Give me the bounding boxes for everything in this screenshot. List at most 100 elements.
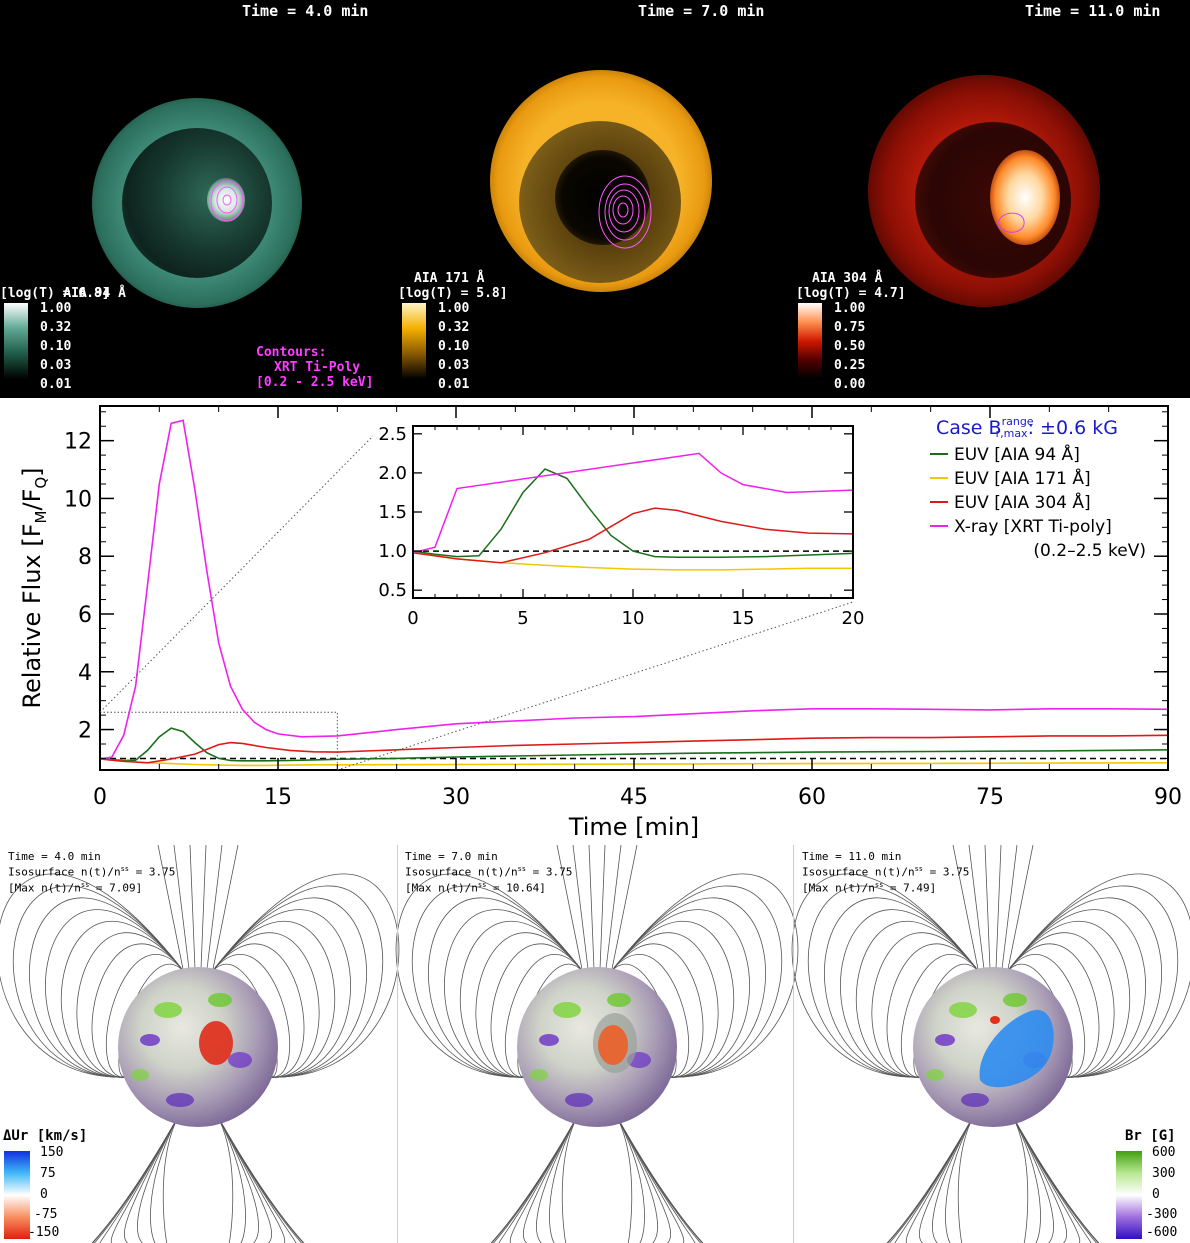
- field-line: [207, 943, 305, 1078]
- br-tick: 600: [1152, 1145, 1176, 1160]
- field-line: [444, 909, 588, 1078]
- field-line: [1012, 1116, 1041, 1243]
- panel2-time-label: Time = 7.0 min: [638, 2, 765, 20]
- field-line: [606, 943, 704, 1078]
- field-line: [217, 1116, 259, 1243]
- cbar-tick: 0.00: [834, 377, 866, 392]
- field-line: [616, 1116, 645, 1243]
- sphere2-patches: [530, 993, 651, 1107]
- panel-divider: [793, 845, 794, 1243]
- field-line: [905, 1116, 974, 1243]
- field-line: [217, 1116, 272, 1243]
- series-line-4: [99, 419, 1169, 760]
- field-line: [549, 1116, 578, 1243]
- dur-tick: 75: [40, 1166, 56, 1181]
- x-tick-label: 45: [620, 785, 648, 810]
- field-line: [1001, 845, 1018, 970]
- inset-y-tick-label: 1.0: [378, 541, 407, 562]
- field-line: [606, 885, 783, 1078]
- bottom-panel2-time: Time = 7.0 min: [405, 850, 498, 863]
- field-line: [1007, 845, 1034, 970]
- field-line: [1012, 1116, 1081, 1243]
- cbar-tick: 0.32: [438, 320, 470, 335]
- aia171-cbar-sub: [log(T) = 5.8]: [398, 286, 508, 301]
- cbar-tick: 0.32: [40, 320, 72, 335]
- field-line: [523, 1116, 578, 1243]
- field-line: [137, 1116, 179, 1243]
- field-line: [207, 885, 384, 1078]
- series-line-2: [99, 758, 1169, 767]
- field-line: [207, 909, 351, 1078]
- contours-note-line3: [0.2 - 2.5 keV]: [256, 375, 374, 390]
- x-tick-label: 75: [976, 785, 1004, 810]
- aia304-cbar-title: AIA 304 Å: [812, 271, 883, 286]
- field-line: [840, 909, 984, 1078]
- inset-x-tick-label: 20: [842, 608, 865, 629]
- contours-note-line2: XRT Ti-Poly: [274, 360, 361, 375]
- field-line: [1002, 909, 1146, 1078]
- aia304-xrt-contours: [997, 212, 1025, 233]
- euv-image-panels: Time = 4.0 min AIA 94 Å [log(T) = 6.8] 1…: [0, 0, 1190, 398]
- inset-x-tick-label: 5: [517, 608, 528, 629]
- bottom-panel2-max: [Max n(t)/nss = 10.64]: [405, 880, 546, 895]
- bottom-panel1-iso: Isosurface n(t)/nss = 3.75: [8, 865, 176, 879]
- sun-sphere-1: [118, 967, 278, 1127]
- field-line: [395, 873, 588, 1078]
- isosurface-3: [979, 1009, 1054, 1088]
- isosurface-1: [199, 1021, 233, 1065]
- field-line: [791, 873, 984, 1078]
- aia304-colorbar: [798, 303, 822, 379]
- y-tick-label: 12: [64, 430, 92, 455]
- aia94-cbar-title: AIA 94 Å: [32, 271, 126, 316]
- field-line: [919, 1116, 974, 1243]
- dur-tick: 150: [40, 1145, 64, 1160]
- field-line: [217, 1116, 246, 1243]
- aia94-cbar-title-text: AIA 94 Å: [63, 286, 126, 301]
- inset-y-tick-label: 0.5: [378, 580, 407, 601]
- x-tick-label: 30: [442, 785, 470, 810]
- aia171-cbar-title: AIA 171 Å: [414, 271, 485, 286]
- contours-note-line1: Contours:: [256, 345, 327, 360]
- bottom-panel3-iso: Isosurface n(t)/nss = 3.75: [802, 865, 970, 879]
- br-tick: -300: [1146, 1207, 1178, 1222]
- x-axis-label: Time [min]: [568, 813, 699, 841]
- 3d-field-panels: Time = 4.0 min Isosurface n(t)/nss = 3.7…: [0, 845, 1190, 1243]
- legend-entry-3: EUV [AIA 304 Å]: [954, 491, 1091, 513]
- inset-x-tick-label: 15: [732, 608, 755, 629]
- field-line: [212, 845, 239, 970]
- dur-tick: 0: [40, 1187, 48, 1202]
- zoom-connector: [99, 435, 374, 713]
- cbar-tick: 0.10: [40, 339, 72, 354]
- bottom-panel2-info: Time = 7.0 min Isosurface n(t)/nss = 3.7…: [405, 851, 572, 894]
- surface-patches: [131, 993, 1054, 1107]
- field-line: [995, 845, 1002, 970]
- field-line: [411, 885, 588, 1078]
- bottom-panel3-max: [Max n(t)/nss = 7.49]: [802, 880, 937, 895]
- x-tick-label: 0: [93, 785, 107, 810]
- field-line: [91, 1116, 179, 1243]
- field-line: [157, 845, 184, 970]
- field-line: [509, 1116, 578, 1243]
- legend-entry-4: X-ray [XRT Ti-poly]: [954, 517, 1112, 537]
- field-line: [1012, 1116, 1100, 1243]
- inset-series-line-1: [412, 468, 854, 559]
- field-line: [572, 845, 589, 970]
- field-lines: [0, 845, 1190, 1243]
- field-line: [173, 845, 190, 970]
- field-line: [217, 1116, 234, 1243]
- field-line: [45, 909, 189, 1078]
- aia304-cbar-ticks: 1.00 0.75 0.50 0.25 0.00: [834, 299, 865, 394]
- field-line: [886, 943, 984, 1078]
- isosurface-2-core: [598, 1025, 628, 1065]
- br-tick: 300: [1152, 1166, 1176, 1181]
- inset-bg: [413, 426, 853, 598]
- inset-x-tick-label: 0: [407, 608, 418, 629]
- bottom-panel3-info: Time = 11.0 min Isosurface n(t)/nss = 3.…: [802, 851, 969, 894]
- field-line: [616, 1116, 685, 1243]
- aia94-disk: [122, 128, 272, 278]
- field-line: [968, 845, 985, 970]
- aia304-cbar-sub: [log(T) = 4.7]: [796, 286, 906, 301]
- field-line: [932, 1116, 974, 1243]
- y-tick-label: 6: [78, 603, 92, 628]
- cbar-tick: 0.01: [438, 377, 470, 392]
